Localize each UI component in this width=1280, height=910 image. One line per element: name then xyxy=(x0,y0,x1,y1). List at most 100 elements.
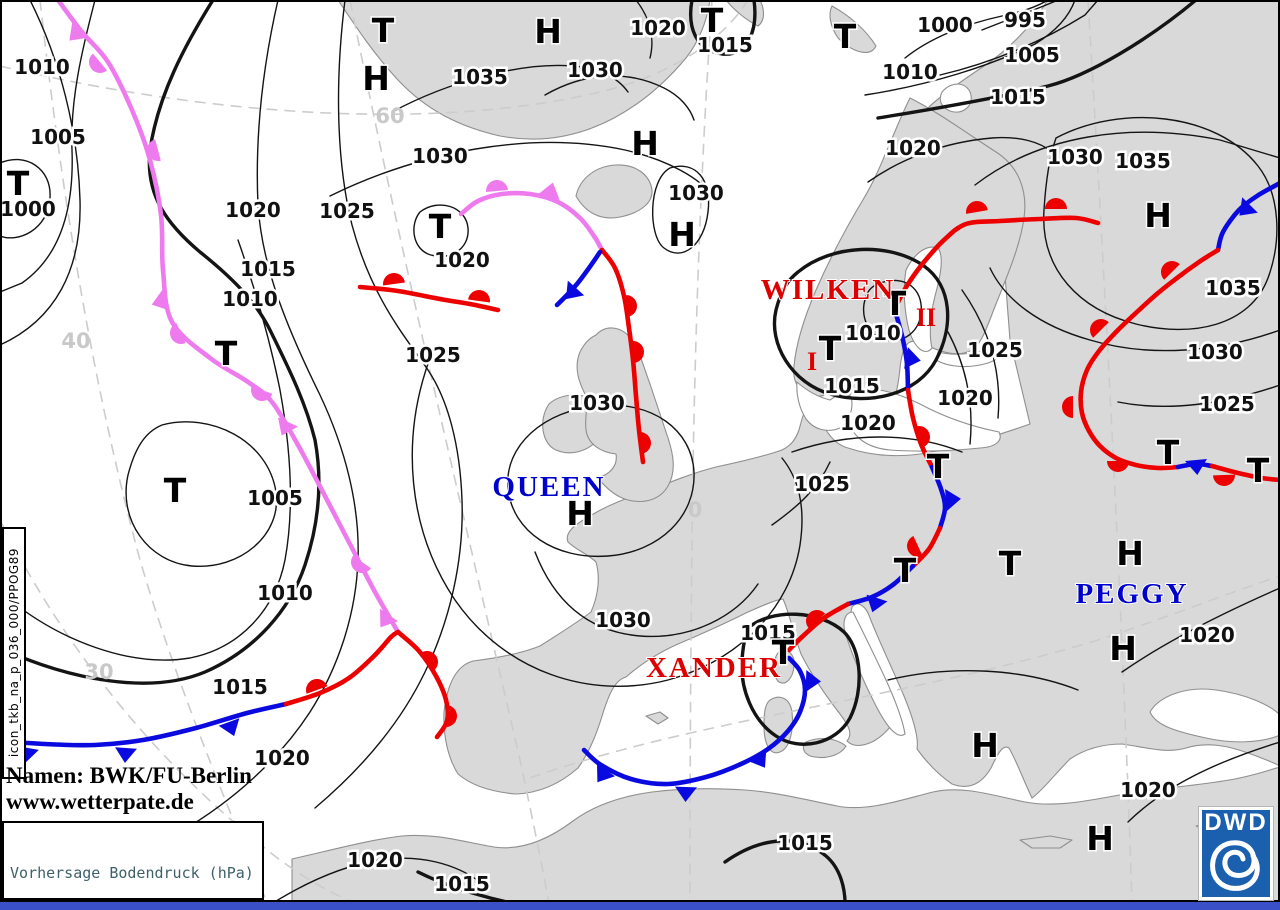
system-numeral: I xyxy=(807,347,817,376)
isobar-label: 995 xyxy=(1004,8,1046,32)
isobar-label: 1030 xyxy=(595,608,651,632)
isobar-label: 1030 xyxy=(569,391,625,415)
front-marker-warm-icon xyxy=(486,180,508,192)
isobar-1030-south-of-queen xyxy=(534,551,759,638)
front-xander-cold xyxy=(581,655,821,802)
front-marker-cold-icon xyxy=(278,417,298,436)
isobar-label: 1020 xyxy=(937,386,993,410)
pressure-center-low: T xyxy=(164,471,187,510)
isobar-label: 1010 xyxy=(257,581,313,605)
run-id-box: icon_tkb_na_p_036_000/PPOG89 xyxy=(2,527,26,779)
pressure-center-high: H xyxy=(1109,629,1137,668)
front-line-cold xyxy=(554,249,603,308)
front-marker-warm-icon xyxy=(420,651,438,672)
pressure-center-low: T xyxy=(372,11,395,50)
front-marker-cold-icon xyxy=(538,182,560,200)
pressure-center-low: T xyxy=(884,284,907,323)
meridian-line-east xyxy=(1087,0,1133,910)
isobar-label: 1025 xyxy=(967,338,1023,362)
front-marker-cold-icon xyxy=(1239,197,1258,216)
sea-black-sea xyxy=(1149,688,1280,743)
front-marker-cold-icon xyxy=(866,594,888,613)
front-marker-warm-icon xyxy=(633,341,644,363)
system-name-queen: QUEEN xyxy=(492,471,605,503)
isobar-label: 1015 xyxy=(990,85,1046,109)
pressure-center-low: T xyxy=(701,1,724,40)
front-marker-warm-icon xyxy=(1213,474,1235,486)
isobar-label: 1030 xyxy=(412,144,468,168)
front-marker-warm-icon xyxy=(806,610,826,629)
isobar-label: 1020 xyxy=(254,746,310,770)
front-east-warm-2 xyxy=(1209,463,1280,486)
front-line-cold xyxy=(845,563,916,607)
isobar-1015-bottom-right-bold xyxy=(723,839,847,910)
pressure-center-high: H xyxy=(971,726,999,765)
pressure-center-low: T xyxy=(7,164,30,203)
front-marker-cold-icon xyxy=(945,489,961,511)
front-line-cold xyxy=(0,701,289,748)
isobar-1020-small-low-loop xyxy=(413,204,469,258)
pressure-center-low: T xyxy=(429,207,452,246)
isobar-label: 1025 xyxy=(319,199,375,223)
isobar-label: 1030 xyxy=(1047,145,1103,169)
front-line-warm xyxy=(910,525,943,569)
isobar-1020-top xyxy=(635,0,653,59)
front-biscay-warm xyxy=(395,629,457,740)
isobar-1005-nw xyxy=(0,0,96,293)
isobar-label: 1035 xyxy=(452,65,508,89)
front-marker-warm-icon xyxy=(170,323,186,344)
isobar-1030-queen-loop xyxy=(507,404,695,558)
front-occlusion-northwest xyxy=(55,0,401,635)
front-marker-cold-icon xyxy=(805,670,821,692)
front-line-cold xyxy=(893,311,911,393)
graticule-label: 40 xyxy=(61,329,90,353)
pressure-center-low: T xyxy=(927,447,950,486)
front-wilken-warm-1 xyxy=(905,387,935,470)
pressure-center-high: H xyxy=(534,12,562,51)
isobar-1030-east-lower xyxy=(989,267,1280,352)
isobar-1020-east-of-wilken xyxy=(947,331,972,445)
pressure-center-high: H xyxy=(1116,534,1144,573)
run-id-label: icon_tkb_na_p_036_000/PPOG89 xyxy=(7,548,21,758)
isobar-label: 1010 xyxy=(882,60,938,84)
front-marker-cold-icon xyxy=(675,786,697,802)
isobar-1030-greenland-upper xyxy=(544,75,695,121)
front-east-warm-1 xyxy=(1062,247,1221,472)
front-marker-warm-icon xyxy=(639,432,651,454)
isobar-1030-greenland-lower xyxy=(329,141,716,199)
sea-baltic xyxy=(846,388,1001,452)
isobar-label: 1025 xyxy=(794,472,850,496)
isobar-1030-northsea-loop xyxy=(651,165,710,254)
isobar-label: 1010 xyxy=(222,287,278,311)
isobar-label: 1025 xyxy=(405,343,461,367)
dwd-logo-text: DWD xyxy=(1204,809,1268,836)
isobar-1005-northeast xyxy=(939,0,1099,76)
isobar-995-northeast xyxy=(981,0,1059,31)
isobar-label: 1020 xyxy=(434,248,490,272)
isobar-1010-northeast xyxy=(864,0,1076,96)
front-wilken-cold-1 xyxy=(893,311,921,393)
isobar-label: 1030 xyxy=(567,58,623,82)
front-marker-cold-icon xyxy=(218,718,240,737)
isobar-label: 1015 xyxy=(697,33,753,57)
system-name-wilken: WILKEN xyxy=(761,274,895,306)
front-east-cold-2 xyxy=(1175,459,1215,475)
isobar-1000-northeast xyxy=(904,0,1049,59)
front-marker-cold-icon xyxy=(151,289,170,311)
front-line-cold xyxy=(1215,180,1280,253)
land-iceland xyxy=(575,164,653,219)
pressure-center-high: H xyxy=(1086,819,1114,858)
isobar-label: 1020 xyxy=(1179,623,1235,647)
front-marker-cold-icon xyxy=(69,22,88,41)
isobar-balkan-arc xyxy=(887,670,1079,691)
latitude-line-40 xyxy=(529,575,1280,779)
isobar-label: 1035 xyxy=(1115,149,1171,173)
front-marker-cold-icon xyxy=(379,608,399,628)
isobar-label: 1010 xyxy=(845,321,901,345)
front-marker-warm-icon xyxy=(1045,198,1067,209)
credits-url-line: www.wetterpate.de xyxy=(6,789,194,814)
pressure-center-low: T xyxy=(819,329,842,368)
